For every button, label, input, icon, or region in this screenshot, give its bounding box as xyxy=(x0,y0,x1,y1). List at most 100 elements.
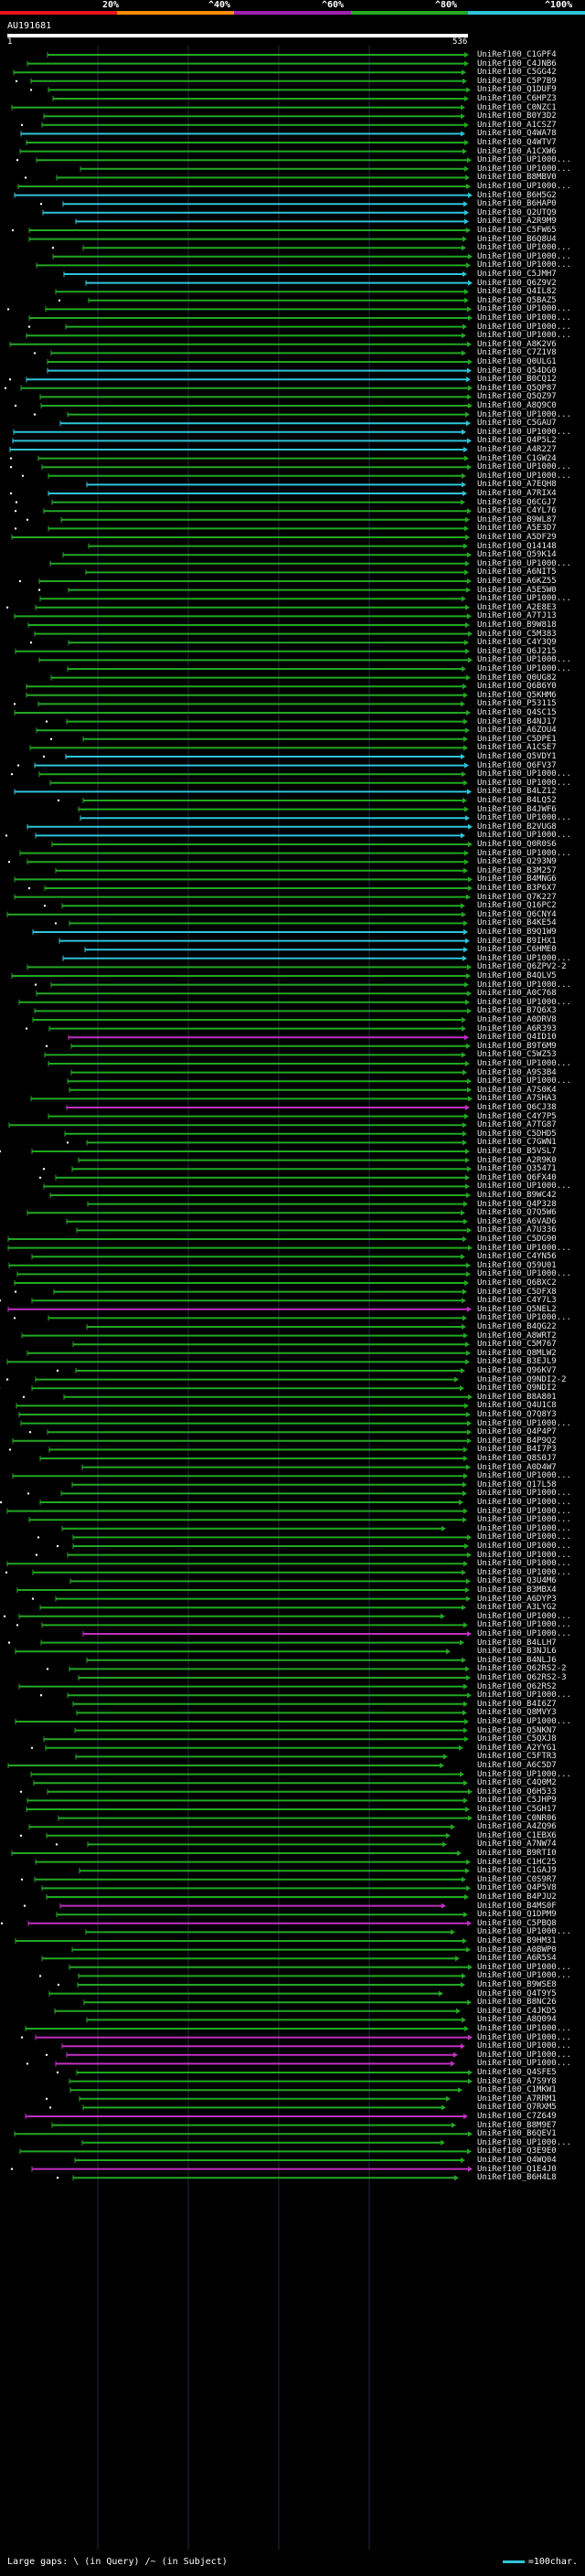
hit-label[interactable]: UniRef100_A6C5D7 xyxy=(477,1761,557,1770)
hit-label[interactable]: UniRef100_Q1DPM9 xyxy=(477,1910,557,1920)
hit-label[interactable]: UniRef100_C5FTR3 xyxy=(477,1752,557,1762)
hit-label[interactable]: UniRef100_Q6J215 xyxy=(477,646,557,656)
hit-label[interactable]: UniRef100_B4MNG6 xyxy=(477,875,557,885)
hit-label[interactable]: UniRef100_B8MBV0 xyxy=(477,173,557,183)
hit-label[interactable]: UniRef100_Q4WA78 xyxy=(477,129,557,139)
hit-label[interactable]: UniRef100_UP1000... xyxy=(477,313,571,323)
hit-label[interactable]: UniRef100_Q6H533 xyxy=(477,1786,557,1797)
hit-label[interactable]: UniRef100_Q6Z9V2 xyxy=(477,278,557,288)
hit-label[interactable]: UniRef100_Q5NEL2 xyxy=(477,1304,557,1314)
hit-label[interactable]: UniRef100_Q5NKN7 xyxy=(477,1725,557,1735)
hit-label[interactable]: UniRef100_A2R9K0 xyxy=(477,1155,557,1165)
hit-label[interactable]: UniRef100_UP1000... xyxy=(477,1611,571,1621)
hit-label[interactable]: UniRef100_Q59K14 xyxy=(477,550,557,560)
hit-label[interactable]: UniRef100_Q8S0J7 xyxy=(477,1454,557,1463)
hit-label[interactable]: UniRef100_UP1000... xyxy=(477,953,571,963)
hit-label[interactable]: UniRef100_A1CSZ7 xyxy=(477,120,557,130)
hit-label[interactable]: UniRef100_Q4SFE5 xyxy=(477,2068,557,2077)
hit-label[interactable]: UniRef100_Q4SC15 xyxy=(477,708,557,717)
hit-label[interactable]: UniRef100_B9WSE8 xyxy=(477,1980,557,1989)
hit-label[interactable]: UniRef100_A7S9Y8 xyxy=(477,2076,557,2086)
hit-label[interactable]: UniRef100_UP1000... xyxy=(477,164,571,174)
hit-label[interactable]: UniRef100_Q4P328 xyxy=(477,1199,557,1209)
hit-label[interactable]: UniRef100_A7TG87 xyxy=(477,1120,557,1130)
hit-label[interactable]: UniRef100_C5P7B9 xyxy=(477,76,557,86)
hit-label[interactable]: UniRef100_C7GWN1 xyxy=(477,1138,557,1148)
hit-label[interactable]: UniRef100_C4YN56 xyxy=(477,1252,557,1262)
hit-label[interactable]: UniRef100_Q14148 xyxy=(477,541,557,551)
hit-label[interactable]: UniRef100_Q1DUF9 xyxy=(477,85,557,95)
hit-label[interactable]: UniRef100_C4YL76 xyxy=(477,506,557,516)
hit-label[interactable]: UniRef100_C5JMH7 xyxy=(477,270,557,279)
hit-label[interactable]: UniRef100_Q1E4J0 xyxy=(477,2164,557,2174)
hit-label[interactable]: UniRef100_Q62RS2-3 xyxy=(477,1673,567,1682)
hit-label[interactable]: UniRef100_UP1000... xyxy=(477,1691,571,1701)
hit-label[interactable]: UniRef100_UP1000... xyxy=(477,1515,571,1525)
hit-label[interactable]: UniRef100_C4Q0M2 xyxy=(477,1778,557,1788)
hit-label[interactable]: UniRef100_UP1000... xyxy=(477,331,571,341)
hit-label[interactable]: UniRef100_C5DG90 xyxy=(477,1235,557,1244)
hit-label[interactable]: UniRef100_UP1000... xyxy=(477,1542,571,1551)
hit-label[interactable]: UniRef100_Q4IL82 xyxy=(477,287,557,297)
hit-label[interactable]: UniRef100_UP1000... xyxy=(477,980,571,990)
hit-label[interactable]: UniRef100_UP1000... xyxy=(477,813,571,823)
hit-label[interactable]: UniRef100_Q4P4P7 xyxy=(477,1427,557,1437)
hit-label[interactable]: UniRef100_A7U336 xyxy=(477,1225,557,1235)
hit-label[interactable]: UniRef100_A5DF29 xyxy=(477,533,557,542)
hit-label[interactable]: UniRef100_B4I6Z7 xyxy=(477,1699,557,1709)
hit-label[interactable]: UniRef100_B2VUG8 xyxy=(477,822,557,832)
hit-label[interactable]: UniRef100_UP1000... xyxy=(477,2032,571,2042)
hit-label[interactable]: UniRef100_B4KE54 xyxy=(477,918,557,928)
hit-label[interactable]: UniRef100_Q6BXC2 xyxy=(477,1278,557,1288)
hit-label[interactable]: UniRef100_Q4U1C8 xyxy=(477,1401,557,1411)
hit-label[interactable]: UniRef100_UP1000... xyxy=(477,1559,571,1569)
hit-label[interactable]: UniRef100_B3EJL9 xyxy=(477,1357,557,1367)
hit-label[interactable]: UniRef100_Q2UTQ9 xyxy=(477,207,557,217)
hit-label[interactable]: UniRef100_Q4WQ04 xyxy=(477,2156,557,2165)
hit-label[interactable]: UniRef100_UP1000... xyxy=(477,427,571,437)
hit-label[interactable]: UniRef100_B4I7P3 xyxy=(477,1445,557,1455)
hit-label[interactable]: UniRef100_Q5BAZ5 xyxy=(477,295,557,305)
hit-label[interactable]: UniRef100_A0BWP0 xyxy=(477,1945,557,1955)
hit-label[interactable]: UniRef100_C4JKD5 xyxy=(477,2006,557,2016)
hit-label[interactable]: UniRef100_Q54DG0 xyxy=(477,366,557,376)
hit-label[interactable]: UniRef100_C4Y7P5 xyxy=(477,1111,557,1121)
hit-label[interactable]: UniRef100_B6QEV1 xyxy=(477,2129,557,2139)
hit-label[interactable]: UniRef100_A9S3B4 xyxy=(477,1067,557,1077)
hit-label[interactable]: UniRef100_Q6FV37 xyxy=(477,760,557,770)
hit-label[interactable]: UniRef100_Q4WTV7 xyxy=(477,138,557,147)
hit-label[interactable]: UniRef100_B3NJL6 xyxy=(477,1647,557,1657)
hit-label[interactable]: UniRef100_A6NIT5 xyxy=(477,567,557,578)
hit-label[interactable]: UniRef100_A7TJ13 xyxy=(477,611,557,621)
hit-label[interactable]: UniRef100_UP1000... xyxy=(477,1523,571,1533)
hit-label[interactable]: UniRef100_B4LZ12 xyxy=(477,787,557,797)
hit-label[interactable]: UniRef100_C5DFX8 xyxy=(477,1287,557,1297)
hit-label[interactable]: UniRef100_A6ZOU4 xyxy=(477,726,557,736)
hit-label[interactable]: UniRef100_UP1000... xyxy=(477,251,571,261)
hit-label[interactable]: UniRef100_Q4P5V8 xyxy=(477,1883,557,1893)
hit-label[interactable]: UniRef100_B3MBX4 xyxy=(477,1585,557,1595)
hit-label[interactable]: UniRef100_A7NW74 xyxy=(477,1839,557,1850)
hit-label[interactable]: UniRef100_UP1000... xyxy=(477,1567,571,1577)
hit-label[interactable]: UniRef100_B9RTI0 xyxy=(477,1849,557,1858)
hit-label[interactable]: UniRef100_Q9NDI2 xyxy=(477,1383,557,1394)
hit-label[interactable]: UniRef100_A4ZQ96 xyxy=(477,1822,557,1832)
hit-label[interactable]: UniRef100_UP1000... xyxy=(477,260,571,270)
hit-label[interactable]: UniRef100_Q17L58 xyxy=(477,1479,557,1489)
hit-label[interactable]: UniRef100_B9WC42 xyxy=(477,1191,557,1200)
hit-label[interactable]: UniRef100_UP1000... xyxy=(477,462,571,472)
hit-label[interactable]: UniRef100_B6H5G2 xyxy=(477,190,557,200)
hit-label[interactable]: UniRef100_Q293N9 xyxy=(477,857,557,867)
hit-label[interactable]: UniRef100_B4QG22 xyxy=(477,1322,557,1331)
hit-label[interactable]: UniRef100_UP1000... xyxy=(477,1620,571,1630)
hit-label[interactable]: UniRef100_B5VSL7 xyxy=(477,1147,557,1156)
hit-label[interactable]: UniRef100_A8K2V6 xyxy=(477,339,557,349)
hit-label[interactable]: UniRef100_A6VAD6 xyxy=(477,1216,557,1226)
hit-label[interactable]: UniRef100_C5DHD5 xyxy=(477,1129,557,1139)
hit-label[interactable]: UniRef100_UP1000... xyxy=(477,1506,571,1516)
hit-label[interactable]: UniRef100_P53115 xyxy=(477,699,557,709)
hit-label[interactable]: UniRef100_A6R5S4 xyxy=(477,1954,557,1964)
hit-label[interactable]: UniRef100_A6R393 xyxy=(477,1023,557,1034)
hit-label[interactable]: UniRef100_UP1000... xyxy=(477,1769,571,1779)
hit-label[interactable]: UniRef100_C5QXJ8 xyxy=(477,1734,557,1744)
